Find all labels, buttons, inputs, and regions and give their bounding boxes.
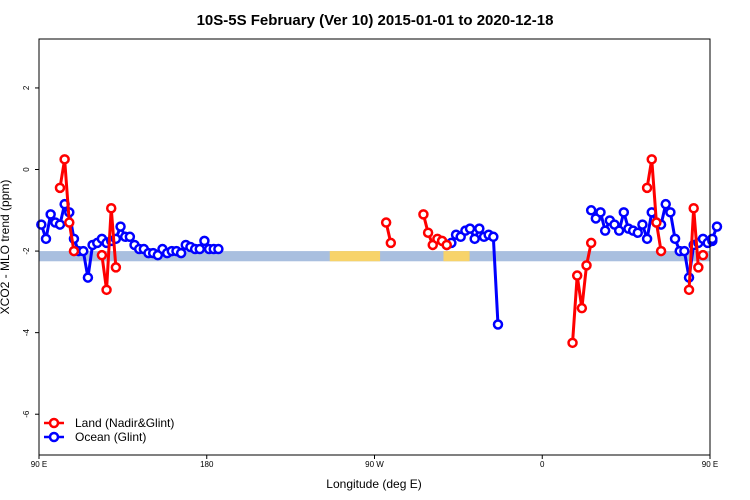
y-axis-label: XCO2 - MLO trend (ppm) — [0, 180, 12, 315]
x-tick-label: 90 E — [702, 460, 718, 469]
series-1-point — [124, 231, 136, 243]
series-0-point — [571, 270, 583, 281]
series-1-point — [488, 231, 499, 243]
series-1-point — [599, 225, 611, 236]
series-1-point — [175, 247, 187, 259]
series-3-line-1 — [645, 157, 663, 252]
series-1-point — [660, 198, 671, 210]
series-1-point — [613, 225, 625, 236]
series-0-point — [54, 182, 66, 194]
land-band-1 — [443, 251, 470, 262]
series-1-point — [474, 223, 485, 234]
series-0-line-0 — [58, 157, 76, 252]
series-1-point — [679, 245, 690, 257]
legend-ocean-marker — [48, 431, 60, 443]
series-1-point — [213, 243, 224, 255]
series-0-point — [68, 245, 80, 257]
series-1-point — [115, 221, 126, 232]
series-1-point — [194, 243, 206, 255]
y-tick-label: 2 — [22, 85, 31, 90]
series-2-point — [711, 221, 723, 232]
series-0-point — [59, 154, 70, 165]
legend: Land (Nadir&Glint) Ocean (Glint) — [44, 416, 174, 444]
longitude-map-strip — [39, 251, 710, 262]
series-layer — [36, 154, 723, 349]
series-0-point — [110, 262, 122, 273]
series-0-point — [441, 239, 452, 251]
series-0-point — [96, 249, 108, 261]
y-tick-label: 0 — [22, 167, 31, 172]
y-axis: -6 -4 -2 0 2 — [22, 85, 39, 418]
series-3-point — [693, 262, 704, 273]
series-0-point — [105, 203, 117, 214]
series-1-point — [585, 205, 597, 216]
series-1-point — [469, 233, 480, 245]
chart-title: 10S-5S February (Ver 10) 2015-01-01 to 2… — [197, 12, 554, 29]
x-axis-label: Longitude (deg E) — [326, 477, 421, 491]
series-1-point — [54, 219, 66, 230]
x-tick-label: 90 W — [365, 460, 384, 469]
x-axis: 90 E 180 90 W 0 90 E — [31, 455, 718, 469]
series-0-point — [64, 217, 75, 228]
series-0-point — [697, 249, 709, 261]
legend-ocean-label: Ocean (Glint) — [75, 430, 146, 444]
series-0 — [54, 154, 709, 349]
series-1-point — [618, 207, 630, 218]
series-0-point — [581, 260, 592, 271]
legend-land-marker — [48, 417, 60, 429]
series-3-point — [688, 203, 699, 214]
series-0-line-1 — [100, 206, 118, 292]
series-3-point — [683, 284, 695, 296]
land-band-0 — [329, 251, 381, 262]
x-tick-label: 0 — [540, 460, 545, 469]
series-0-point — [422, 227, 434, 238]
series-3-point — [655, 245, 667, 257]
series-1-point — [492, 319, 504, 330]
series-1-point — [641, 233, 653, 245]
series-2 — [707, 221, 723, 245]
y-tick-label: -4 — [22, 329, 31, 337]
series-3-point — [646, 154, 658, 165]
series-0-point — [585, 237, 597, 249]
series-1 — [36, 198, 718, 330]
series-1-point — [78, 245, 89, 257]
x-tick-label: 90 E — [31, 460, 47, 469]
series-1-point — [637, 219, 648, 230]
series-1-point — [464, 223, 476, 234]
series-0-point — [101, 284, 112, 296]
series-0-point — [418, 209, 429, 220]
series-0-point — [576, 302, 588, 314]
series-1-point — [82, 272, 94, 283]
series-1-point — [669, 233, 681, 245]
series-0-point — [567, 337, 578, 349]
y-tick-label: -2 — [22, 247, 31, 255]
series-0-point — [385, 237, 397, 249]
x-tick-label: 180 — [200, 460, 214, 469]
series-1-point — [595, 207, 606, 218]
series-1-point — [45, 209, 56, 220]
series-3-point — [641, 182, 653, 194]
series-0-point — [380, 217, 392, 228]
series-1-point — [665, 207, 676, 218]
series-3-point — [651, 217, 662, 228]
legend-land-label: Land (Nadir&Glint) — [75, 416, 174, 430]
y-tick-label: -6 — [22, 410, 31, 418]
series-1-point — [632, 227, 644, 238]
series-3 — [641, 154, 704, 296]
series-1-point — [199, 235, 210, 247]
series-1-point — [40, 233, 52, 245]
